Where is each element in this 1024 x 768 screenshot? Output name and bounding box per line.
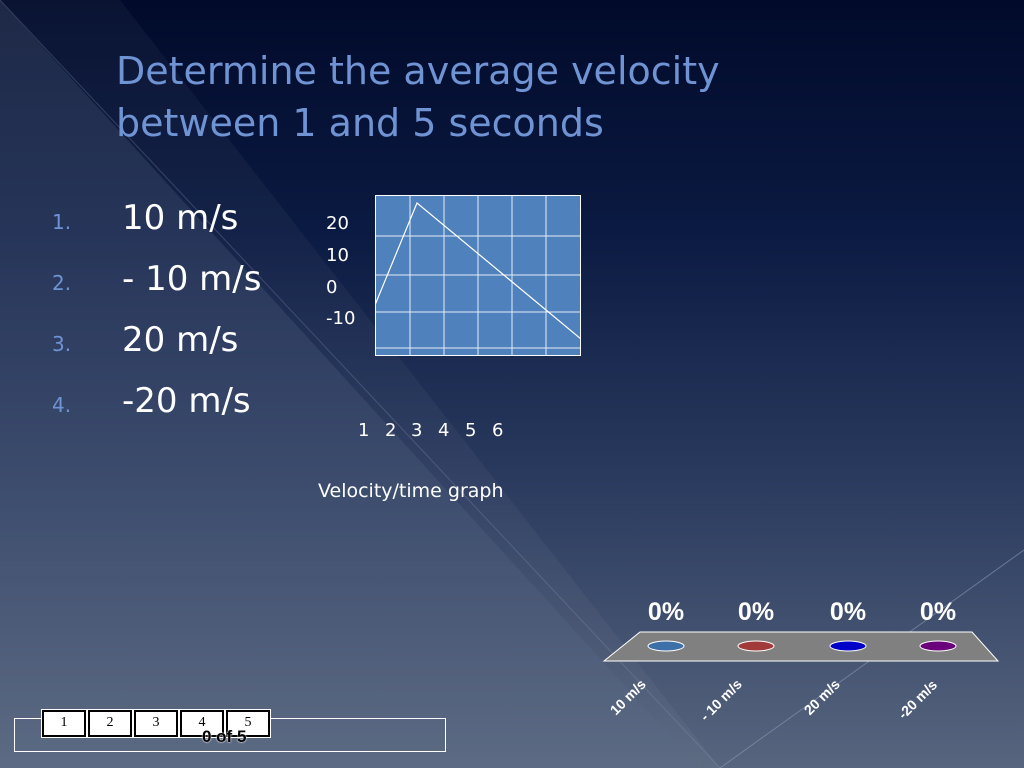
poll-bar — [737, 640, 775, 652]
slide-title-line-2: between 1 and 5 seconds — [116, 101, 604, 146]
poll-value-label: 0% — [737, 598, 775, 626]
y-tick-label: 10 — [326, 245, 349, 266]
velocity-line — [374, 202, 582, 340]
x-tick-label: 6 — [492, 420, 504, 441]
page-box-1[interactable]: 1 — [41, 709, 87, 738]
page-box-4[interactable]: 4 — [179, 709, 225, 738]
poll-bar — [829, 640, 867, 652]
x-tick-label: 1 — [358, 420, 370, 441]
poll-chart-floor — [602, 631, 1000, 662]
x-tick-label: 5 — [465, 420, 477, 441]
page-navigation: 1 2 3 4 5 — [41, 709, 272, 741]
page-box-2[interactable]: 2 — [87, 709, 133, 738]
answer-number: 2. — [52, 271, 72, 295]
x-axis-ticks: 1 2 3 4 5 6 — [356, 420, 516, 444]
page-box-3[interactable]: 3 — [133, 709, 179, 738]
y-tick-label: -10 — [326, 308, 356, 329]
poll-bar — [647, 640, 685, 652]
x-tick-label: 3 — [411, 420, 423, 441]
answer-text: - 10 m/s — [122, 259, 262, 299]
response-progress: 0 of 5 — [202, 727, 247, 746]
poll-value-label: 0% — [829, 598, 867, 626]
y-tick-label: 20 — [326, 213, 349, 234]
poll-bars — [647, 640, 957, 652]
slide-title: Determine the average velocity between 1… — [116, 45, 916, 149]
answer-number: 3. — [52, 332, 72, 356]
y-tick-label: 0 — [326, 277, 338, 298]
answer-text: 10 m/s — [122, 198, 239, 238]
poll-value-label: 0% — [919, 598, 957, 626]
poll-bar — [919, 640, 957, 652]
slide-title-line-1: Determine the average velocity — [116, 49, 720, 94]
answer-number: 1. — [52, 210, 72, 234]
page-box-5[interactable]: 5 — [225, 709, 271, 738]
answer-text: -20 m/s — [122, 381, 251, 421]
graph-caption: Velocity/time graph — [318, 480, 504, 502]
poll-chart-canvas — [602, 631, 1000, 662]
answer-number: 4. — [52, 393, 72, 417]
poll-value-label: 0% — [647, 598, 685, 626]
velocity-time-plot — [374, 195, 582, 356]
answer-text: 20 m/s — [122, 320, 239, 360]
graph-gridlines — [375, 195, 581, 356]
x-tick-label: 4 — [438, 420, 450, 441]
x-tick-label: 2 — [385, 420, 397, 441]
velocity-time-graph — [374, 195, 582, 356]
poll-results-chart: 0% 0% 0% 0% 10 m/s - 10 m/s 20 m/s -20 m… — [600, 596, 1010, 736]
